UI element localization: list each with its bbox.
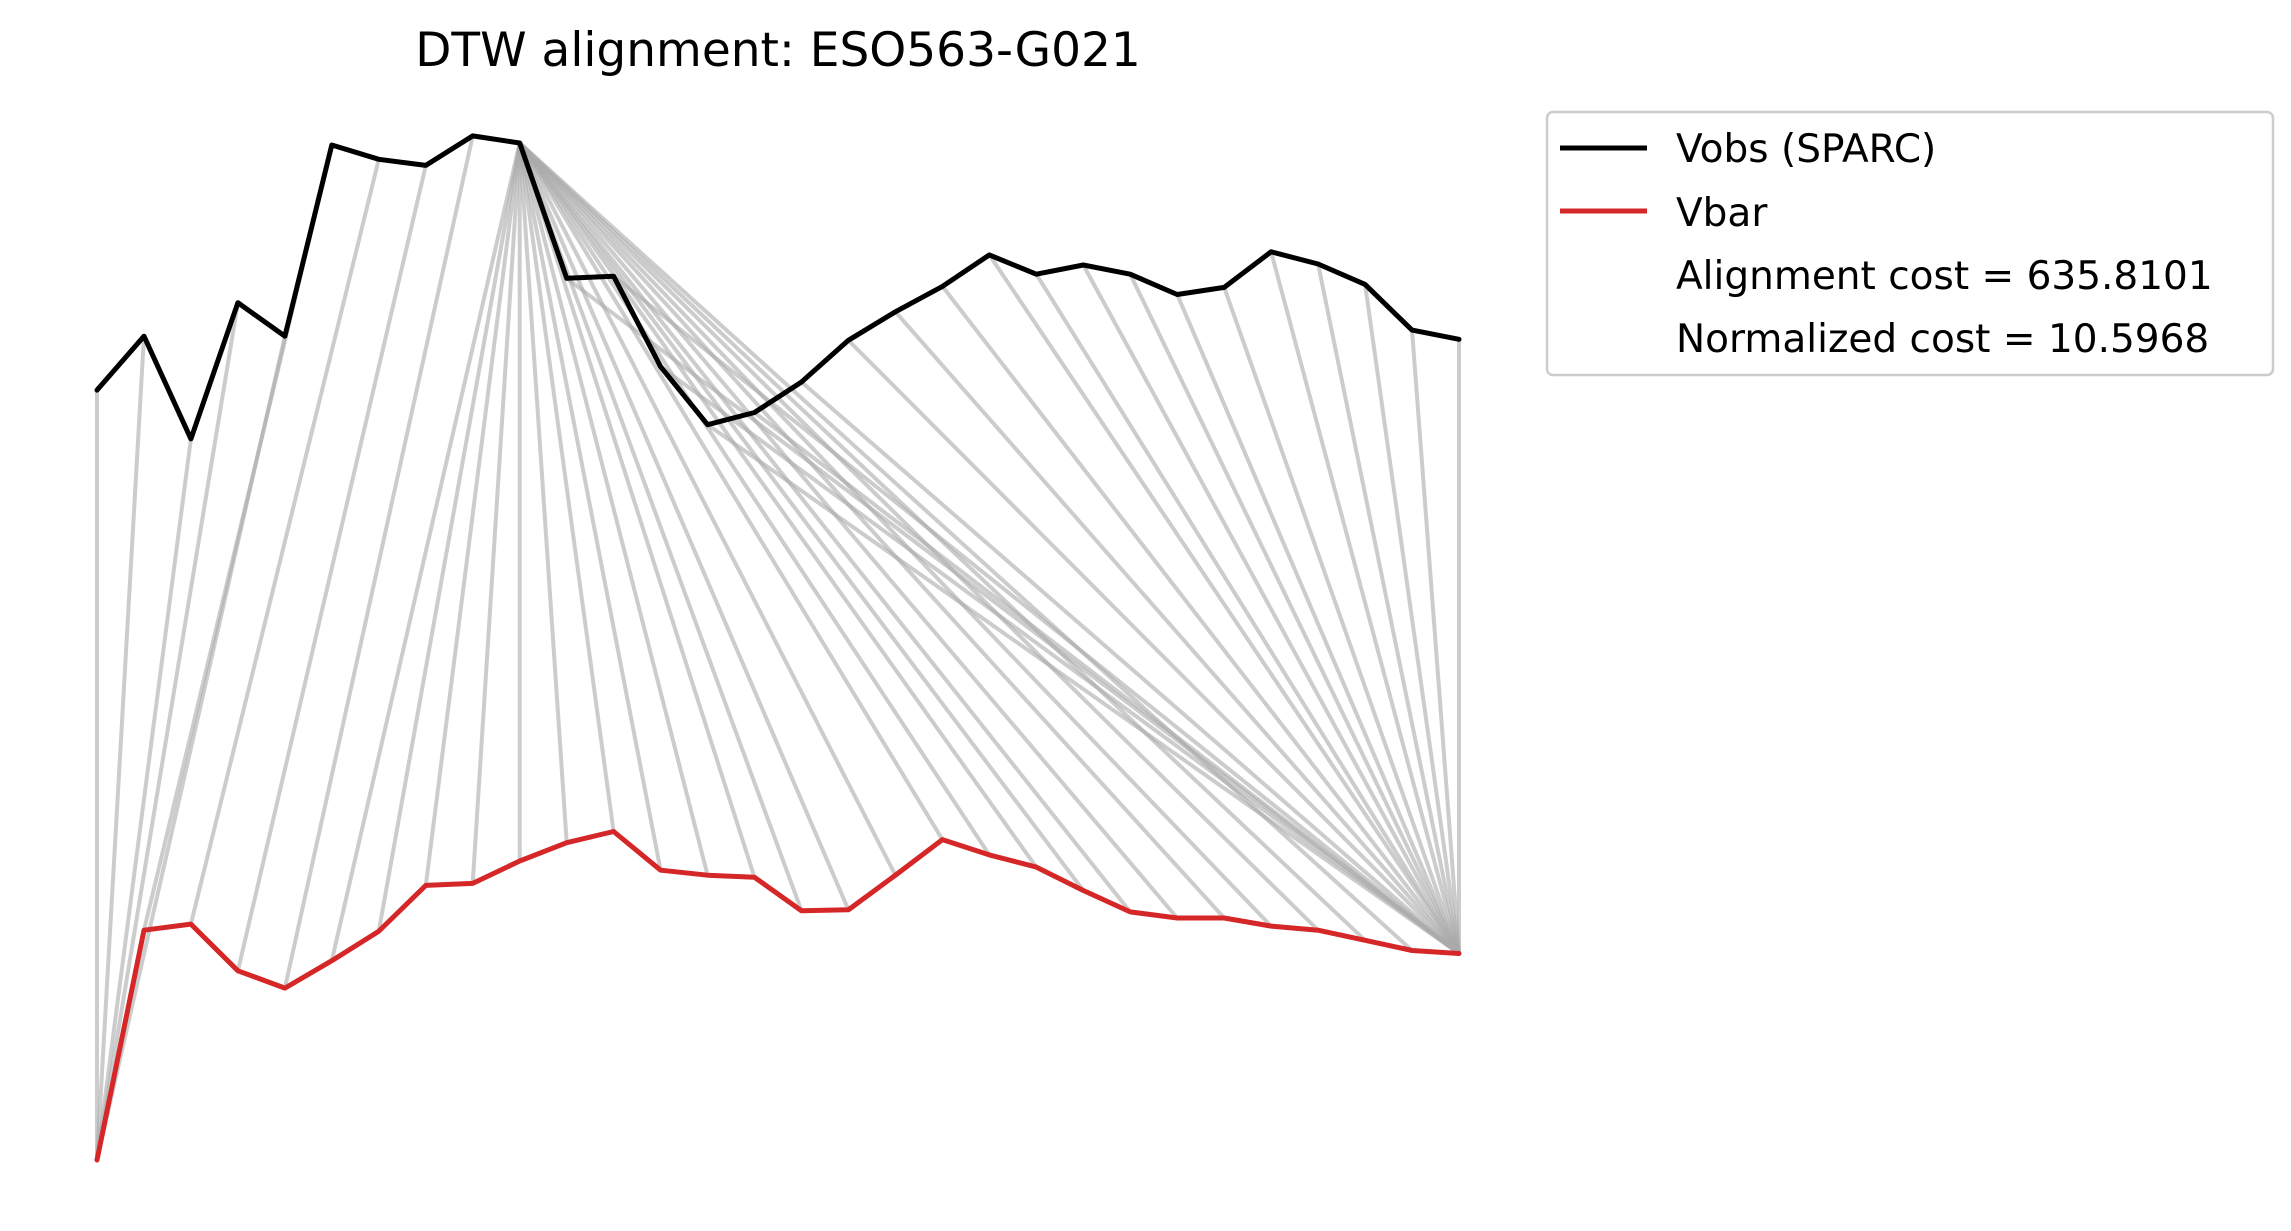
alignment-line (470, 142, 522, 884)
alignment-line (1269, 251, 1461, 955)
legend-frame (1545, 110, 2275, 377)
alignment-line (893, 310, 1461, 955)
vbar-line (94, 829, 1462, 1163)
alignment-line (1128, 273, 1461, 955)
alignment-line (800, 380, 1461, 956)
alignment-line (1034, 273, 1461, 955)
alignment-line (659, 365, 1461, 956)
vobs-line (94, 133, 1462, 442)
alignment-line (95, 438, 193, 1161)
alignment-line (329, 142, 522, 962)
alignment-line (188, 158, 381, 925)
alignment-line (376, 142, 522, 932)
alignment-line (706, 423, 1461, 956)
alignment-lines (95, 135, 1461, 1161)
alignment-line (940, 285, 1461, 955)
alignment-line (95, 302, 240, 1161)
alignment-line (1222, 286, 1461, 955)
legend-label-vbar: Vbar (1676, 191, 1768, 236)
alignment-line (517, 142, 616, 832)
alignment-line (423, 142, 522, 886)
alignment-line (518, 141, 1226, 920)
series-lines (94, 133, 1462, 1163)
alignment-line (1363, 284, 1461, 954)
alignment-line (517, 142, 851, 911)
alignment-line (517, 142, 898, 877)
legend-alignment-cost: Alignment cost = 635.8101 (1676, 254, 2213, 299)
alignment-line (1316, 263, 1461, 954)
legend: Vobs (SPARC) Vbar Alignment cost = 635.8… (1545, 110, 2275, 377)
alignment-line (1081, 264, 1461, 955)
alignment-line (518, 141, 1085, 892)
legend-normalized-cost: Normalized cost = 10.5968 (1676, 317, 2209, 362)
alignment-line (95, 336, 146, 1161)
alignment-line (282, 135, 475, 989)
alignment-line (235, 164, 428, 972)
alignment-line (1175, 293, 1461, 955)
alignment-line (518, 141, 1179, 920)
alignment-line (517, 142, 569, 843)
legend-label-vobs: Vobs (SPARC) (1676, 127, 1936, 172)
alignment-line (518, 141, 1132, 914)
alignment-line (517, 141, 945, 841)
alignment-line (518, 141, 1273, 928)
alignment-line (518, 141, 991, 857)
alignment-line (1410, 329, 1461, 954)
alignment-line (517, 142, 757, 878)
alignment-line (517, 142, 663, 871)
alignment-line (987, 253, 1461, 955)
chart-title: DTW alignment: ESO563-G021 (415, 23, 1141, 78)
alignment-line (517, 142, 710, 876)
alignment-line (518, 141, 1038, 869)
alignment-line (612, 274, 1461, 956)
alignment-line (846, 338, 1461, 955)
alignment-line (753, 410, 1461, 956)
